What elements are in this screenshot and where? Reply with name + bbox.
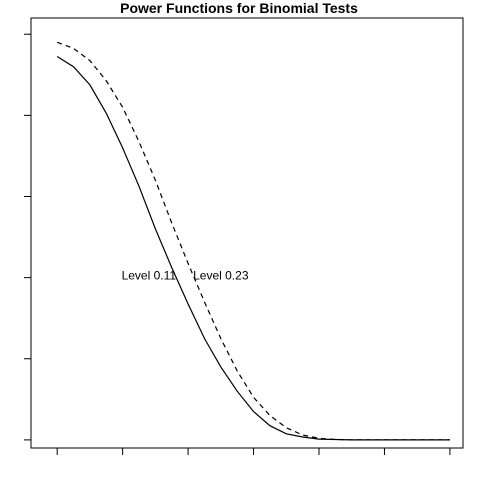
series-layer xyxy=(56,41,450,441)
annotation-label-1: Level 0.23 xyxy=(193,269,249,283)
annotation-layer: Level 0.11 Level 0.23 xyxy=(122,269,249,283)
plot-frame xyxy=(30,17,464,449)
x-axis-ticks xyxy=(56,448,451,455)
series-line-solid xyxy=(56,55,450,441)
y-axis-ticks xyxy=(24,33,31,441)
annotation-label-0: Level 0.11 xyxy=(122,269,177,283)
series-line-dashed xyxy=(56,41,450,441)
chart-title: Power Functions for Binomial Tests xyxy=(120,0,358,16)
